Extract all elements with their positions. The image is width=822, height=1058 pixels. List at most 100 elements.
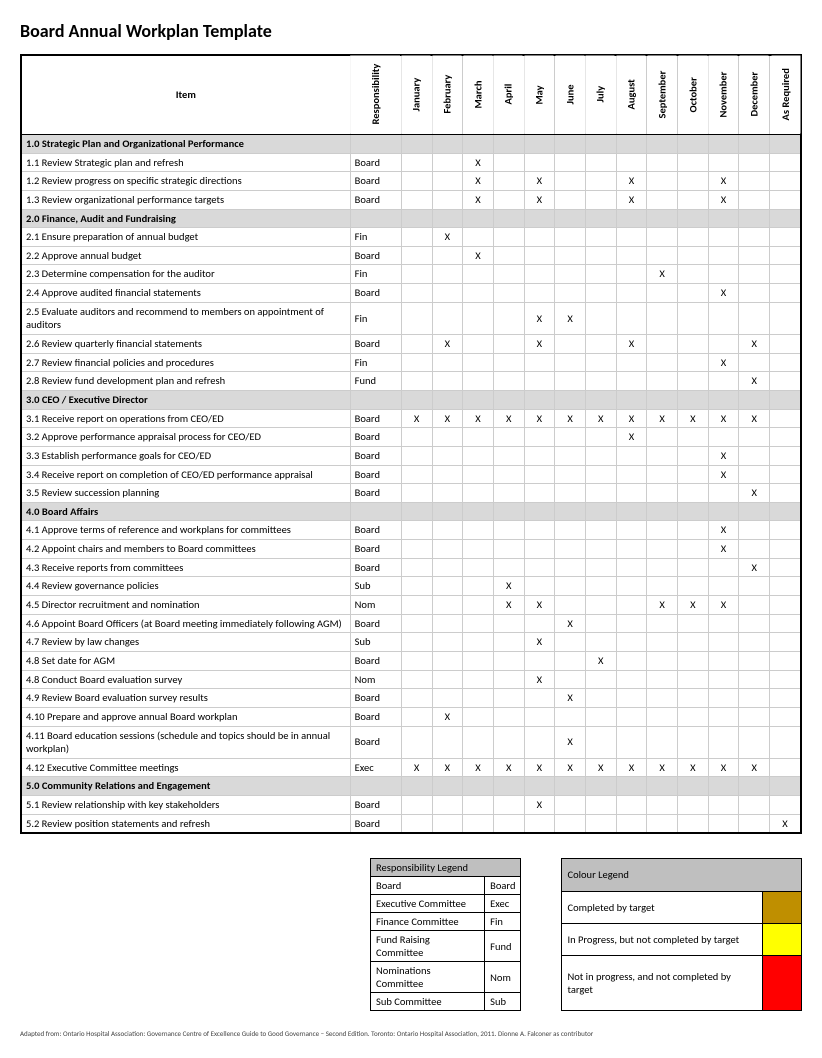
mark-cell: [739, 651, 770, 670]
table-row: 4.8 Set date for AGMBoardX: [21, 651, 801, 670]
mark-cell: [770, 577, 801, 596]
mark-cell: [493, 372, 524, 391]
mark-cell: [739, 614, 770, 633]
mark-cell: [555, 353, 586, 372]
mark-cell: [647, 446, 678, 465]
mark-cell: [739, 540, 770, 559]
item-cell: 4.3 Receive reports from committees: [21, 558, 350, 577]
mark-cell: [739, 596, 770, 615]
section-empty: [401, 777, 432, 796]
mark-cell: X: [524, 796, 555, 815]
mark-cell: [770, 614, 801, 633]
section-empty: [770, 777, 801, 796]
legend-name: Finance Committee: [371, 913, 485, 931]
item-cell: 2.1 Ensure preparation of annual budget: [21, 228, 350, 247]
mark-cell: X: [524, 190, 555, 209]
mark-cell: [432, 558, 463, 577]
section-empty: [555, 390, 586, 409]
mark-cell: [708, 689, 739, 708]
responsibility-cell: Board: [350, 726, 401, 758]
section-empty: [555, 135, 586, 154]
item-cell: 4.5 Director recruitment and nomination: [21, 596, 350, 615]
mark-cell: [524, 265, 555, 284]
mark-cell: [585, 689, 616, 708]
mark-cell: [585, 372, 616, 391]
mark-cell: [401, 540, 432, 559]
mark-cell: [463, 651, 494, 670]
footnote: Adapted from: Ontario Hospital Associati…: [20, 1029, 802, 1038]
mark-cell: [739, 302, 770, 334]
mark-cell: [647, 172, 678, 191]
mark-cell: [770, 707, 801, 726]
colour-swatch: [763, 923, 802, 955]
mark-cell: [678, 614, 709, 633]
mark-cell: [524, 446, 555, 465]
mark-cell: [647, 246, 678, 265]
col-december: December: [739, 55, 770, 135]
section-heading-cell: 1.0 Strategic Plan and Organizational Pe…: [21, 135, 350, 154]
mark-cell: [493, 814, 524, 833]
section-empty: [493, 502, 524, 521]
section-empty: [463, 390, 494, 409]
mark-cell: [678, 540, 709, 559]
mark-cell: [524, 577, 555, 596]
table-row: 3.5 Review succession planningBoardX: [21, 484, 801, 503]
legend-name: Fund Raising Committee: [371, 931, 485, 962]
table-row: 1.1 Review Strategic plan and refreshBoa…: [21, 153, 801, 172]
mark-cell: [708, 428, 739, 447]
mark-cell: [463, 726, 494, 758]
col-march: March: [463, 55, 494, 135]
mark-cell: [555, 335, 586, 354]
colour-legend-row: Not in progress, and not completed by ta…: [562, 955, 802, 1010]
mark-cell: [401, 633, 432, 652]
mark-cell: [647, 707, 678, 726]
section-empty: [493, 390, 524, 409]
mark-cell: [493, 284, 524, 303]
item-cell: 1.2 Review progress on specific strategi…: [21, 172, 350, 191]
mark-cell: [401, 484, 432, 503]
mark-cell: [647, 614, 678, 633]
mark-cell: [524, 614, 555, 633]
mark-cell: [739, 796, 770, 815]
item-cell: 5.1 Review relationship with key stakeho…: [21, 796, 350, 815]
mark-cell: [401, 335, 432, 354]
mark-cell: [647, 353, 678, 372]
mark-cell: [678, 707, 709, 726]
section-empty: [432, 209, 463, 228]
mark-cell: [432, 265, 463, 284]
section-empty: [524, 502, 555, 521]
section-empty: [585, 777, 616, 796]
section-empty: [350, 777, 401, 796]
mark-cell: [770, 558, 801, 577]
section-empty: [555, 502, 586, 521]
mark-cell: [739, 190, 770, 209]
mark-cell: [493, 335, 524, 354]
section-heading: 1.0 Strategic Plan and Organizational Pe…: [21, 135, 801, 154]
mark-cell: [432, 651, 463, 670]
mark-cell: [463, 521, 494, 540]
section-heading-cell: 4.0 Board Affairs: [21, 502, 350, 521]
mark-cell: [524, 228, 555, 247]
col-january: January: [401, 55, 432, 135]
mark-cell: [555, 246, 586, 265]
legend-code: Fin: [485, 913, 521, 931]
mark-cell: [739, 446, 770, 465]
mark-cell: [616, 814, 647, 833]
section-heading-cell: 2.0 Finance, Audit and Fundraising: [21, 209, 350, 228]
mark-cell: [647, 190, 678, 209]
mark-cell: [585, 284, 616, 303]
section-empty: [708, 390, 739, 409]
mark-cell: X: [524, 409, 555, 428]
mark-cell: X: [585, 758, 616, 777]
mark-cell: [463, 577, 494, 596]
legend-row: Sub CommitteeSub: [371, 993, 521, 1011]
responsibility-cell: Board: [350, 796, 401, 815]
mark-cell: [585, 670, 616, 689]
mark-cell: [432, 633, 463, 652]
mark-cell: [493, 228, 524, 247]
item-cell: 4.8 Conduct Board evaluation survey: [21, 670, 350, 689]
mark-cell: [493, 302, 524, 334]
section-empty: [585, 390, 616, 409]
item-cell: 4.6 Appoint Board Officers (at Board mee…: [21, 614, 350, 633]
table-row: 3.3 Establish performance goals for CEO/…: [21, 446, 801, 465]
